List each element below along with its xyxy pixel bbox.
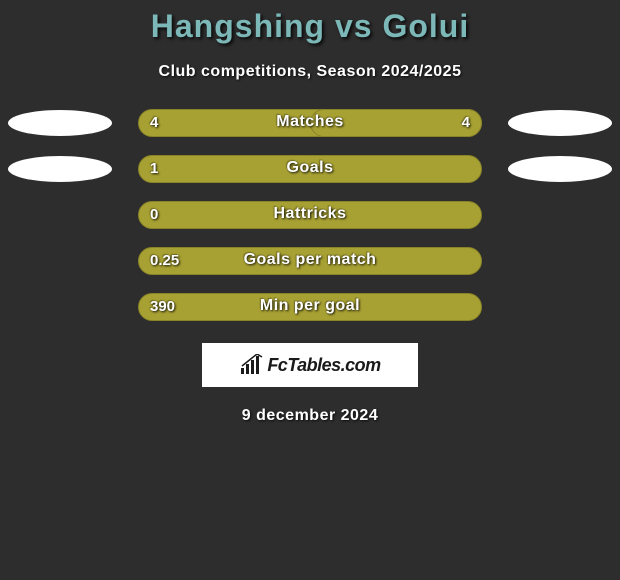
stat-row: 0.25Goals per match — [0, 247, 620, 275]
stats-list: 44Matches1Goals0Hattricks0.25Goals per m… — [0, 109, 620, 321]
bars-track: 0.25Goals per match — [138, 247, 482, 275]
stat-row: 44Matches — [0, 109, 620, 137]
stat-row: 0Hattricks — [0, 201, 620, 229]
value-left: 0.25 — [150, 252, 179, 269]
date-label: 9 december 2024 — [0, 407, 620, 425]
bars-track: 44Matches — [138, 109, 482, 137]
page-title: Hangshing vs Golui — [0, 8, 620, 45]
bar-left — [138, 201, 482, 229]
bar-left — [138, 155, 482, 183]
bars-track: 0Hattricks — [138, 201, 482, 229]
subtitle: Club competitions, Season 2024/2025 — [0, 63, 620, 81]
value-left: 4 — [150, 114, 158, 131]
comparison-chart: Hangshing vs Golui Club competitions, Se… — [0, 0, 620, 425]
logo-badge[interactable]: FcTables.com — [202, 343, 418, 387]
value-left: 390 — [150, 298, 175, 315]
stat-row: 390Min per goal — [0, 293, 620, 321]
bars-track: 1Goals — [138, 155, 482, 183]
value-left: 0 — [150, 206, 158, 223]
stat-row: 1Goals — [0, 155, 620, 183]
avatar-placeholder-right — [508, 110, 612, 136]
chart-icon — [239, 354, 265, 376]
value-left: 1 — [150, 160, 158, 177]
avatar-placeholder-right — [508, 156, 612, 182]
value-right: 4 — [462, 114, 470, 131]
bars-track: 390Min per goal — [138, 293, 482, 321]
bar-right — [310, 109, 482, 137]
avatar-placeholder-left — [8, 156, 112, 182]
bar-left — [138, 293, 482, 321]
avatar-placeholder-left — [8, 110, 112, 136]
bar-left — [138, 247, 482, 275]
logo-text: FcTables.com — [267, 355, 380, 376]
